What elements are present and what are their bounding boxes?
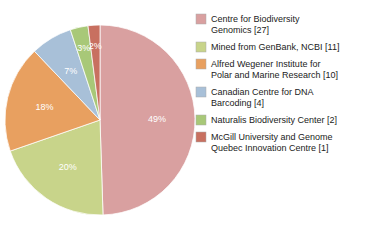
legend-swatch [196, 87, 206, 97]
legend-label: Alfred Wegener Institute forPolar and Ma… [211, 59, 338, 80]
data-label: 49% [148, 114, 166, 124]
pie-slice [88, 25, 100, 120]
data-labels: 49%20%18%7%3%2% [36, 41, 166, 172]
legend-label: Naturalis Biodiversity Center [2] [211, 115, 337, 125]
legend-item: Naturalis Biodiversity Center [2] [196, 115, 337, 125]
legend-item: Mined from GenBank, NCBI [11] [196, 42, 339, 52]
legend-item: Centre for BiodiversityGenomics [27] [196, 14, 300, 35]
data-label: 18% [36, 102, 54, 112]
legend-swatch [196, 42, 206, 52]
legend-label: McGill University and GenomeQuebec Innov… [211, 132, 333, 153]
data-label: 2% [89, 41, 102, 51]
legend-item: Canadian Centre for DNABarcoding [4] [196, 87, 314, 108]
chart: 49%20%18%7%3%2%Centre for BiodiversityGe… [0, 0, 380, 240]
legend-label: Mined from GenBank, NCBI [11] [211, 42, 339, 52]
legend-label: Centre for BiodiversityGenomics [27] [211, 14, 300, 35]
legend-swatch [196, 115, 206, 125]
pie-slice [100, 25, 195, 215]
pie [5, 25, 195, 215]
legend-label: Canadian Centre for DNABarcoding [4] [211, 87, 314, 108]
legend-swatch [196, 14, 206, 24]
legend-item: McGill University and GenomeQuebec Innov… [196, 132, 333, 153]
legend-swatch [196, 132, 206, 142]
legend: Centre for BiodiversityGenomics [27] Mine… [196, 14, 339, 153]
legend-swatch [196, 59, 206, 69]
data-label: 20% [59, 162, 77, 172]
data-label: 7% [64, 66, 77, 76]
legend-item: Alfred Wegener Institute forPolar and Ma… [196, 59, 338, 80]
